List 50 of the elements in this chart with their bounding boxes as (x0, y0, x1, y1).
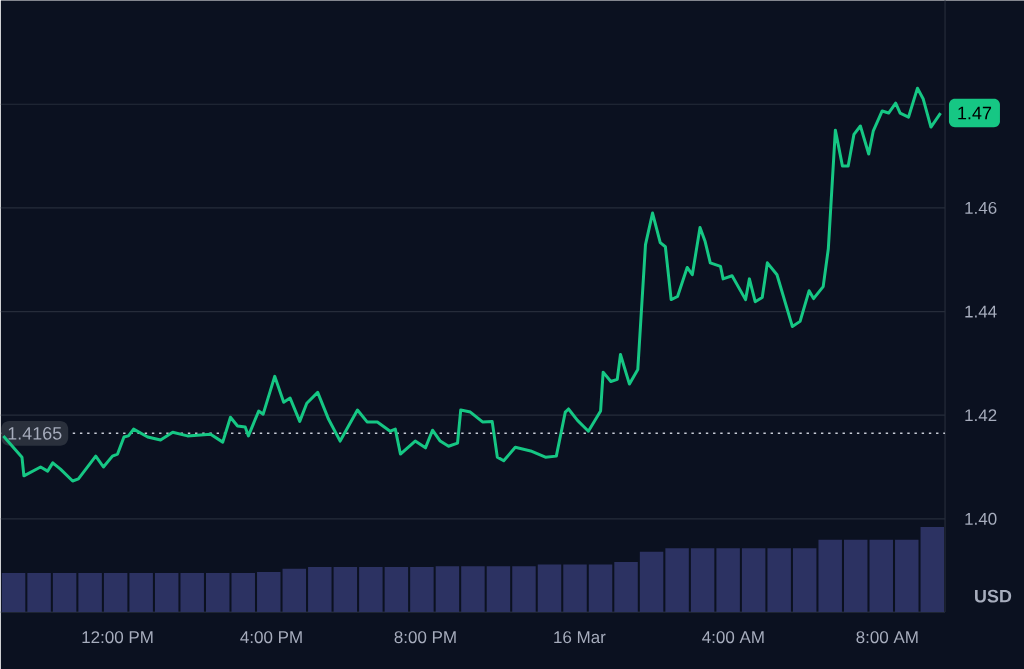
x-tick-label: 8:00 AM (856, 631, 918, 644)
x-tick-label: 12:00 PM (82, 631, 153, 644)
bar (690, 548, 715, 613)
bar (27, 572, 51, 613)
ref-line-label: 1.4165 (8, 426, 62, 440)
bar (818, 539, 842, 613)
bar (639, 551, 664, 613)
bar (180, 572, 204, 613)
x-tick-label: 16 Mar (554, 631, 606, 644)
bar (512, 566, 536, 613)
bar (792, 548, 817, 613)
bar (410, 566, 434, 613)
y-tick-label: 1.46 (965, 201, 997, 214)
bar (231, 572, 255, 613)
bar (103, 572, 128, 613)
annotation: 1.47 (958, 106, 992, 120)
bar (614, 561, 638, 613)
bar (359, 566, 383, 613)
bar (52, 572, 77, 613)
bar (486, 566, 511, 613)
bar (461, 566, 485, 613)
y-tick-label: 1.42 (965, 409, 997, 422)
x-tick-label: 4:00 AM (702, 631, 764, 644)
bar (869, 539, 893, 613)
bar (1, 572, 26, 613)
x-tick-label: 4:00 PM (240, 631, 302, 644)
y-tick-label: 1.40 (965, 512, 997, 525)
bar (154, 572, 179, 613)
bar (665, 548, 689, 613)
bar (537, 564, 562, 613)
bar (257, 572, 281, 613)
bar (384, 566, 409, 613)
bar (920, 526, 945, 613)
bar (129, 572, 153, 613)
bar (588, 564, 613, 613)
y-tick-label: 1.44 (965, 305, 997, 318)
bar (308, 566, 332, 613)
y-axis-title: USD (975, 589, 1012, 603)
bar (563, 564, 587, 613)
bar (78, 572, 102, 613)
bar (895, 539, 919, 613)
bar (205, 572, 230, 613)
bar (767, 548, 791, 613)
bar (435, 566, 460, 613)
x-tick-label: 8:00 PM (394, 631, 456, 644)
bar (282, 568, 307, 613)
bar (741, 548, 766, 613)
bar (333, 566, 358, 613)
bar (843, 539, 868, 613)
bar (716, 548, 740, 613)
